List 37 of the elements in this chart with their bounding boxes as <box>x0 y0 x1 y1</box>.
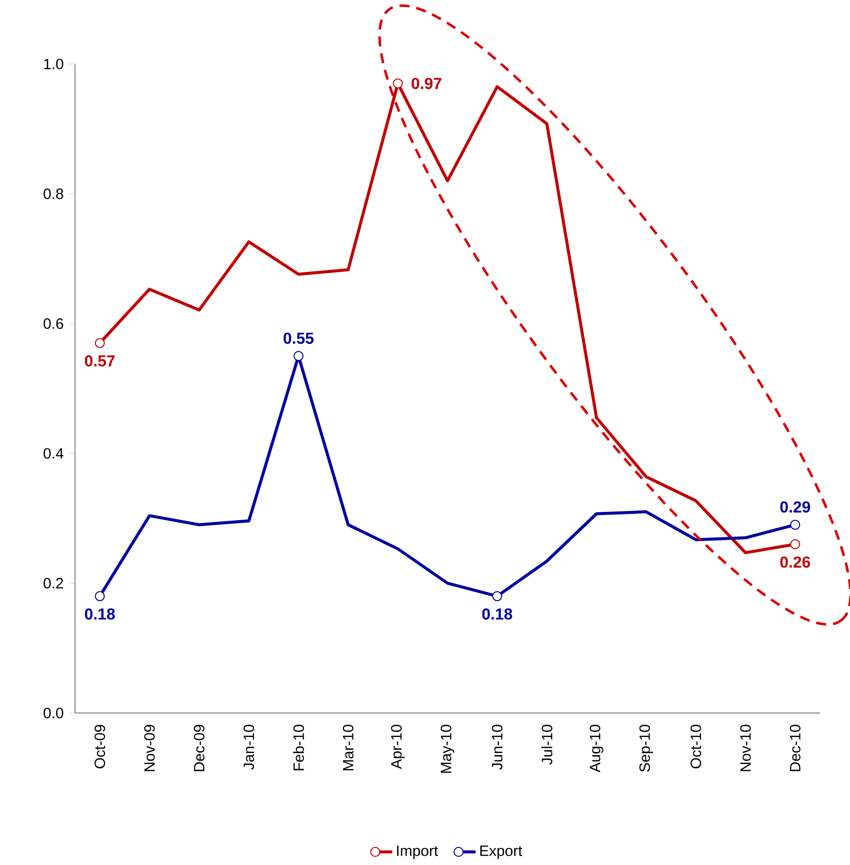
point <box>294 351 304 362</box>
x-tick-label: Oct-10 <box>690 724 702 768</box>
point <box>492 591 502 602</box>
x-tick-label: Jun-10 <box>492 724 502 770</box>
x-tick-label: Jul-10 <box>541 724 552 765</box>
x-tick-label: Feb-10 <box>293 724 304 770</box>
x-tick-label: Sep-10 <box>639 724 653 772</box>
point <box>94 591 105 602</box>
point <box>790 539 800 550</box>
data-label: 0.57 <box>84 355 115 367</box>
x-tick-label: Jan-10 <box>244 724 254 770</box>
x-tick-label: Aug-10 <box>590 724 604 772</box>
y-tick-label: 0.0 <box>44 708 64 718</box>
y-tick-label: 0.6 <box>44 318 64 329</box>
x-tick-label: Nov-09 <box>144 724 155 772</box>
point <box>392 78 403 88</box>
x-tick-label: Nov-10 <box>740 724 751 772</box>
x-tick-label: Mar-10 <box>342 724 354 770</box>
y-tick-label: 0.4 <box>44 448 64 459</box>
point <box>790 520 800 530</box>
y-tick-label: 0.8 <box>44 188 64 200</box>
x-tick-label: Oct-09 <box>94 724 106 768</box>
data-label: 0.29 <box>780 501 810 513</box>
x-tick-label: Dec-09 <box>194 724 204 772</box>
data-label: 0.18 <box>482 608 512 620</box>
data-label: 0.18 <box>84 608 115 620</box>
legend-label: Import <box>397 846 438 859</box>
x-tick-label: Apr-10 <box>391 724 405 769</box>
y-tick-label: 0.2 <box>44 578 64 588</box>
y-tick-label: 1.0 <box>44 58 64 70</box>
data-label: 0.26 <box>780 556 810 568</box>
x-tick-label: Dec-10 <box>790 724 800 772</box>
legend-label: Export <box>480 846 522 859</box>
data-label: 0.55 <box>284 332 314 344</box>
point <box>94 338 105 348</box>
x-tick-label: May-10 <box>440 724 454 773</box>
data-label: 0.97 <box>412 78 442 90</box>
